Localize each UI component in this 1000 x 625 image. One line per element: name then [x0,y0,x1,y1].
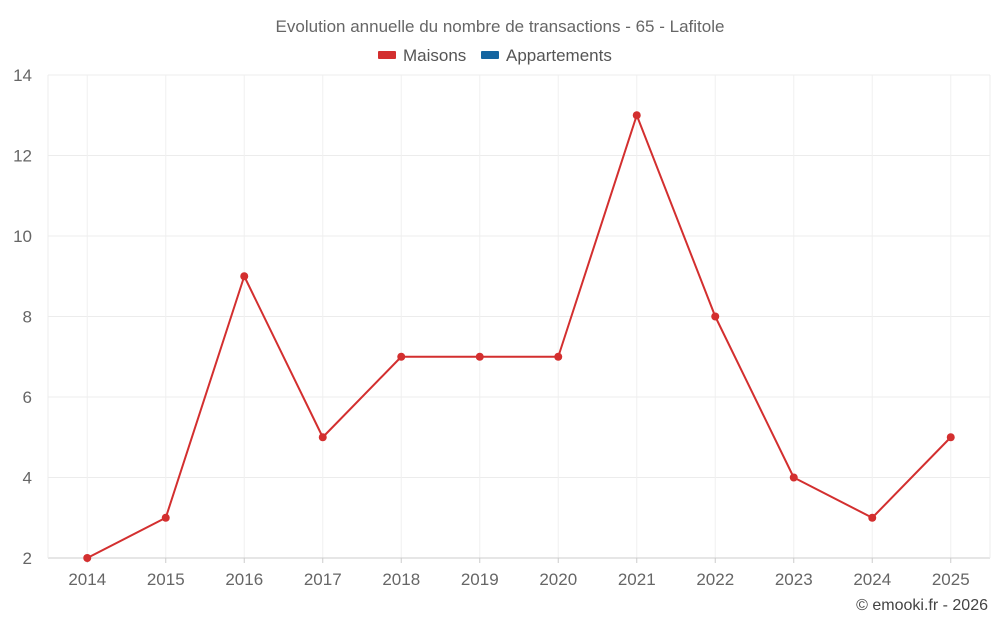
x-tick-label: 2020 [539,570,577,589]
chart-title: Evolution annuelle du nombre de transact… [276,17,725,36]
x-tick-label: 2017 [304,570,342,589]
x-tick-label: 2023 [775,570,813,589]
data-point-maisons[interactable] [946,433,955,442]
legend-label-maisons: Maisons [403,46,466,65]
data-point-maisons[interactable] [868,513,877,522]
x-tick-label: 2022 [696,570,734,589]
legend-item-appartements[interactable]: Appartements [481,46,612,65]
axes: 2 4 6 8 10 12 14 2014 2015 2016 2017 2018 2019 2020 20… [13,66,991,589]
series-layer [83,111,955,562]
x-tick-label: 2025 [932,570,970,589]
x-tick-label: 2024 [853,570,891,589]
data-point-maisons[interactable] [475,352,484,361]
x-tick-label: 2021 [618,570,656,589]
x-tick-label: 2019 [461,570,499,589]
y-tick-label: 2 [23,549,32,568]
legend-swatch-maisons [378,51,396,59]
series-line-maisons [86,114,952,559]
grid-lines [48,74,990,559]
data-point-maisons[interactable] [318,433,327,442]
x-tick-label: 2015 [147,570,185,589]
data-point-maisons[interactable] [397,352,406,361]
y-tick-label: 4 [23,469,32,488]
data-point-maisons[interactable] [554,352,563,361]
legend-label-appartements: Appartements [506,46,612,65]
y-tick-label: 8 [23,308,32,327]
data-point-maisons[interactable] [789,473,798,482]
data-point-maisons[interactable] [711,312,720,321]
y-tick-label: 10 [13,227,32,246]
x-tick-label: 2016 [225,570,263,589]
data-point-maisons[interactable] [632,111,641,120]
legend: Maisons Appartements [378,46,612,65]
x-tick-label: 2018 [382,570,420,589]
legend-item-maisons[interactable]: Maisons [378,46,466,65]
data-point-maisons[interactable] [240,272,249,281]
x-tick-label: 2014 [68,570,106,589]
credit-text: © emooki.fr - 2026 [856,597,988,614]
legend-swatch-appartements [481,51,499,59]
y-tick-label: 6 [23,388,32,407]
y-tick-label: 12 [13,147,32,166]
data-point-maisons[interactable] [161,513,170,522]
y-tick-label: 14 [13,66,32,85]
data-point-maisons[interactable] [83,554,92,562]
